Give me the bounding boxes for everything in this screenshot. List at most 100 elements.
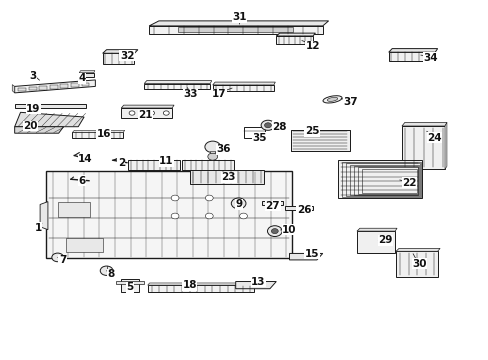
Text: 21: 21 [138,110,153,120]
Polygon shape [212,85,273,91]
Circle shape [100,266,113,275]
Text: 3: 3 [30,71,37,81]
Polygon shape [66,238,102,252]
Ellipse shape [326,97,337,102]
Text: 37: 37 [343,96,358,107]
Text: 11: 11 [159,156,173,166]
Circle shape [271,229,278,234]
Text: 34: 34 [422,53,437,63]
Text: 9: 9 [235,199,242,210]
Text: 23: 23 [221,172,236,182]
Circle shape [235,201,242,206]
Polygon shape [212,82,275,85]
Polygon shape [284,206,312,210]
Polygon shape [149,26,322,34]
Polygon shape [149,21,328,26]
Polygon shape [338,160,421,198]
Polygon shape [356,231,394,253]
Polygon shape [18,87,26,91]
Text: 29: 29 [377,235,392,246]
Text: 7: 7 [59,255,66,265]
Text: 20: 20 [23,121,38,131]
Polygon shape [189,170,264,184]
Polygon shape [121,105,174,108]
Text: 36: 36 [216,144,231,154]
Polygon shape [79,73,94,77]
Circle shape [261,120,274,130]
Text: 25: 25 [304,126,319,136]
Polygon shape [388,49,437,52]
Text: 18: 18 [182,280,197,290]
Polygon shape [401,122,446,126]
Polygon shape [289,253,322,260]
Text: 30: 30 [411,258,426,269]
Polygon shape [182,160,233,170]
Text: 4: 4 [78,73,86,84]
Text: 28: 28 [272,122,286,132]
Polygon shape [79,71,95,73]
Polygon shape [290,130,349,151]
Circle shape [171,213,179,219]
Polygon shape [144,81,211,84]
Polygon shape [401,126,444,169]
Polygon shape [444,122,446,169]
Polygon shape [46,171,292,258]
Polygon shape [50,85,58,89]
Polygon shape [261,201,282,205]
Text: 33: 33 [183,89,198,99]
Text: 5: 5 [126,282,133,292]
Polygon shape [39,86,47,90]
Circle shape [129,111,135,115]
Text: 26: 26 [296,204,311,215]
Polygon shape [40,202,48,230]
Polygon shape [15,80,95,93]
Text: 2: 2 [118,158,124,168]
Text: 8: 8 [108,269,115,279]
Polygon shape [72,132,123,138]
Circle shape [52,253,63,262]
Text: 19: 19 [26,104,41,114]
Text: 1: 1 [35,222,41,233]
Polygon shape [61,84,68,88]
Text: 27: 27 [265,201,280,211]
Polygon shape [356,228,396,231]
Circle shape [207,153,217,160]
Circle shape [148,111,154,115]
Polygon shape [147,283,255,285]
Ellipse shape [323,96,341,103]
Polygon shape [235,282,276,289]
Text: 12: 12 [305,41,320,51]
Text: 35: 35 [251,132,266,143]
Polygon shape [121,279,139,292]
Polygon shape [276,36,312,44]
Circle shape [264,123,271,128]
Circle shape [239,213,247,219]
Polygon shape [29,87,37,90]
Polygon shape [15,127,63,133]
Polygon shape [395,248,439,251]
Polygon shape [395,251,437,277]
Circle shape [205,195,213,201]
Circle shape [171,195,179,201]
Text: 14: 14 [78,154,93,164]
Circle shape [231,198,245,209]
Polygon shape [12,85,15,93]
Polygon shape [116,281,144,284]
Text: 13: 13 [250,276,265,287]
Polygon shape [276,33,315,36]
Text: 16: 16 [96,129,111,139]
Circle shape [163,111,169,115]
Circle shape [267,226,282,237]
Circle shape [204,141,220,153]
Text: 32: 32 [120,51,134,61]
Text: 31: 31 [232,12,246,22]
Polygon shape [102,53,134,64]
Text: 15: 15 [304,249,319,259]
Polygon shape [388,52,434,61]
Polygon shape [15,104,85,108]
Text: 24: 24 [426,132,441,143]
Polygon shape [121,108,172,118]
Polygon shape [144,84,210,89]
Text: 22: 22 [402,178,416,188]
Text: 10: 10 [282,225,296,235]
